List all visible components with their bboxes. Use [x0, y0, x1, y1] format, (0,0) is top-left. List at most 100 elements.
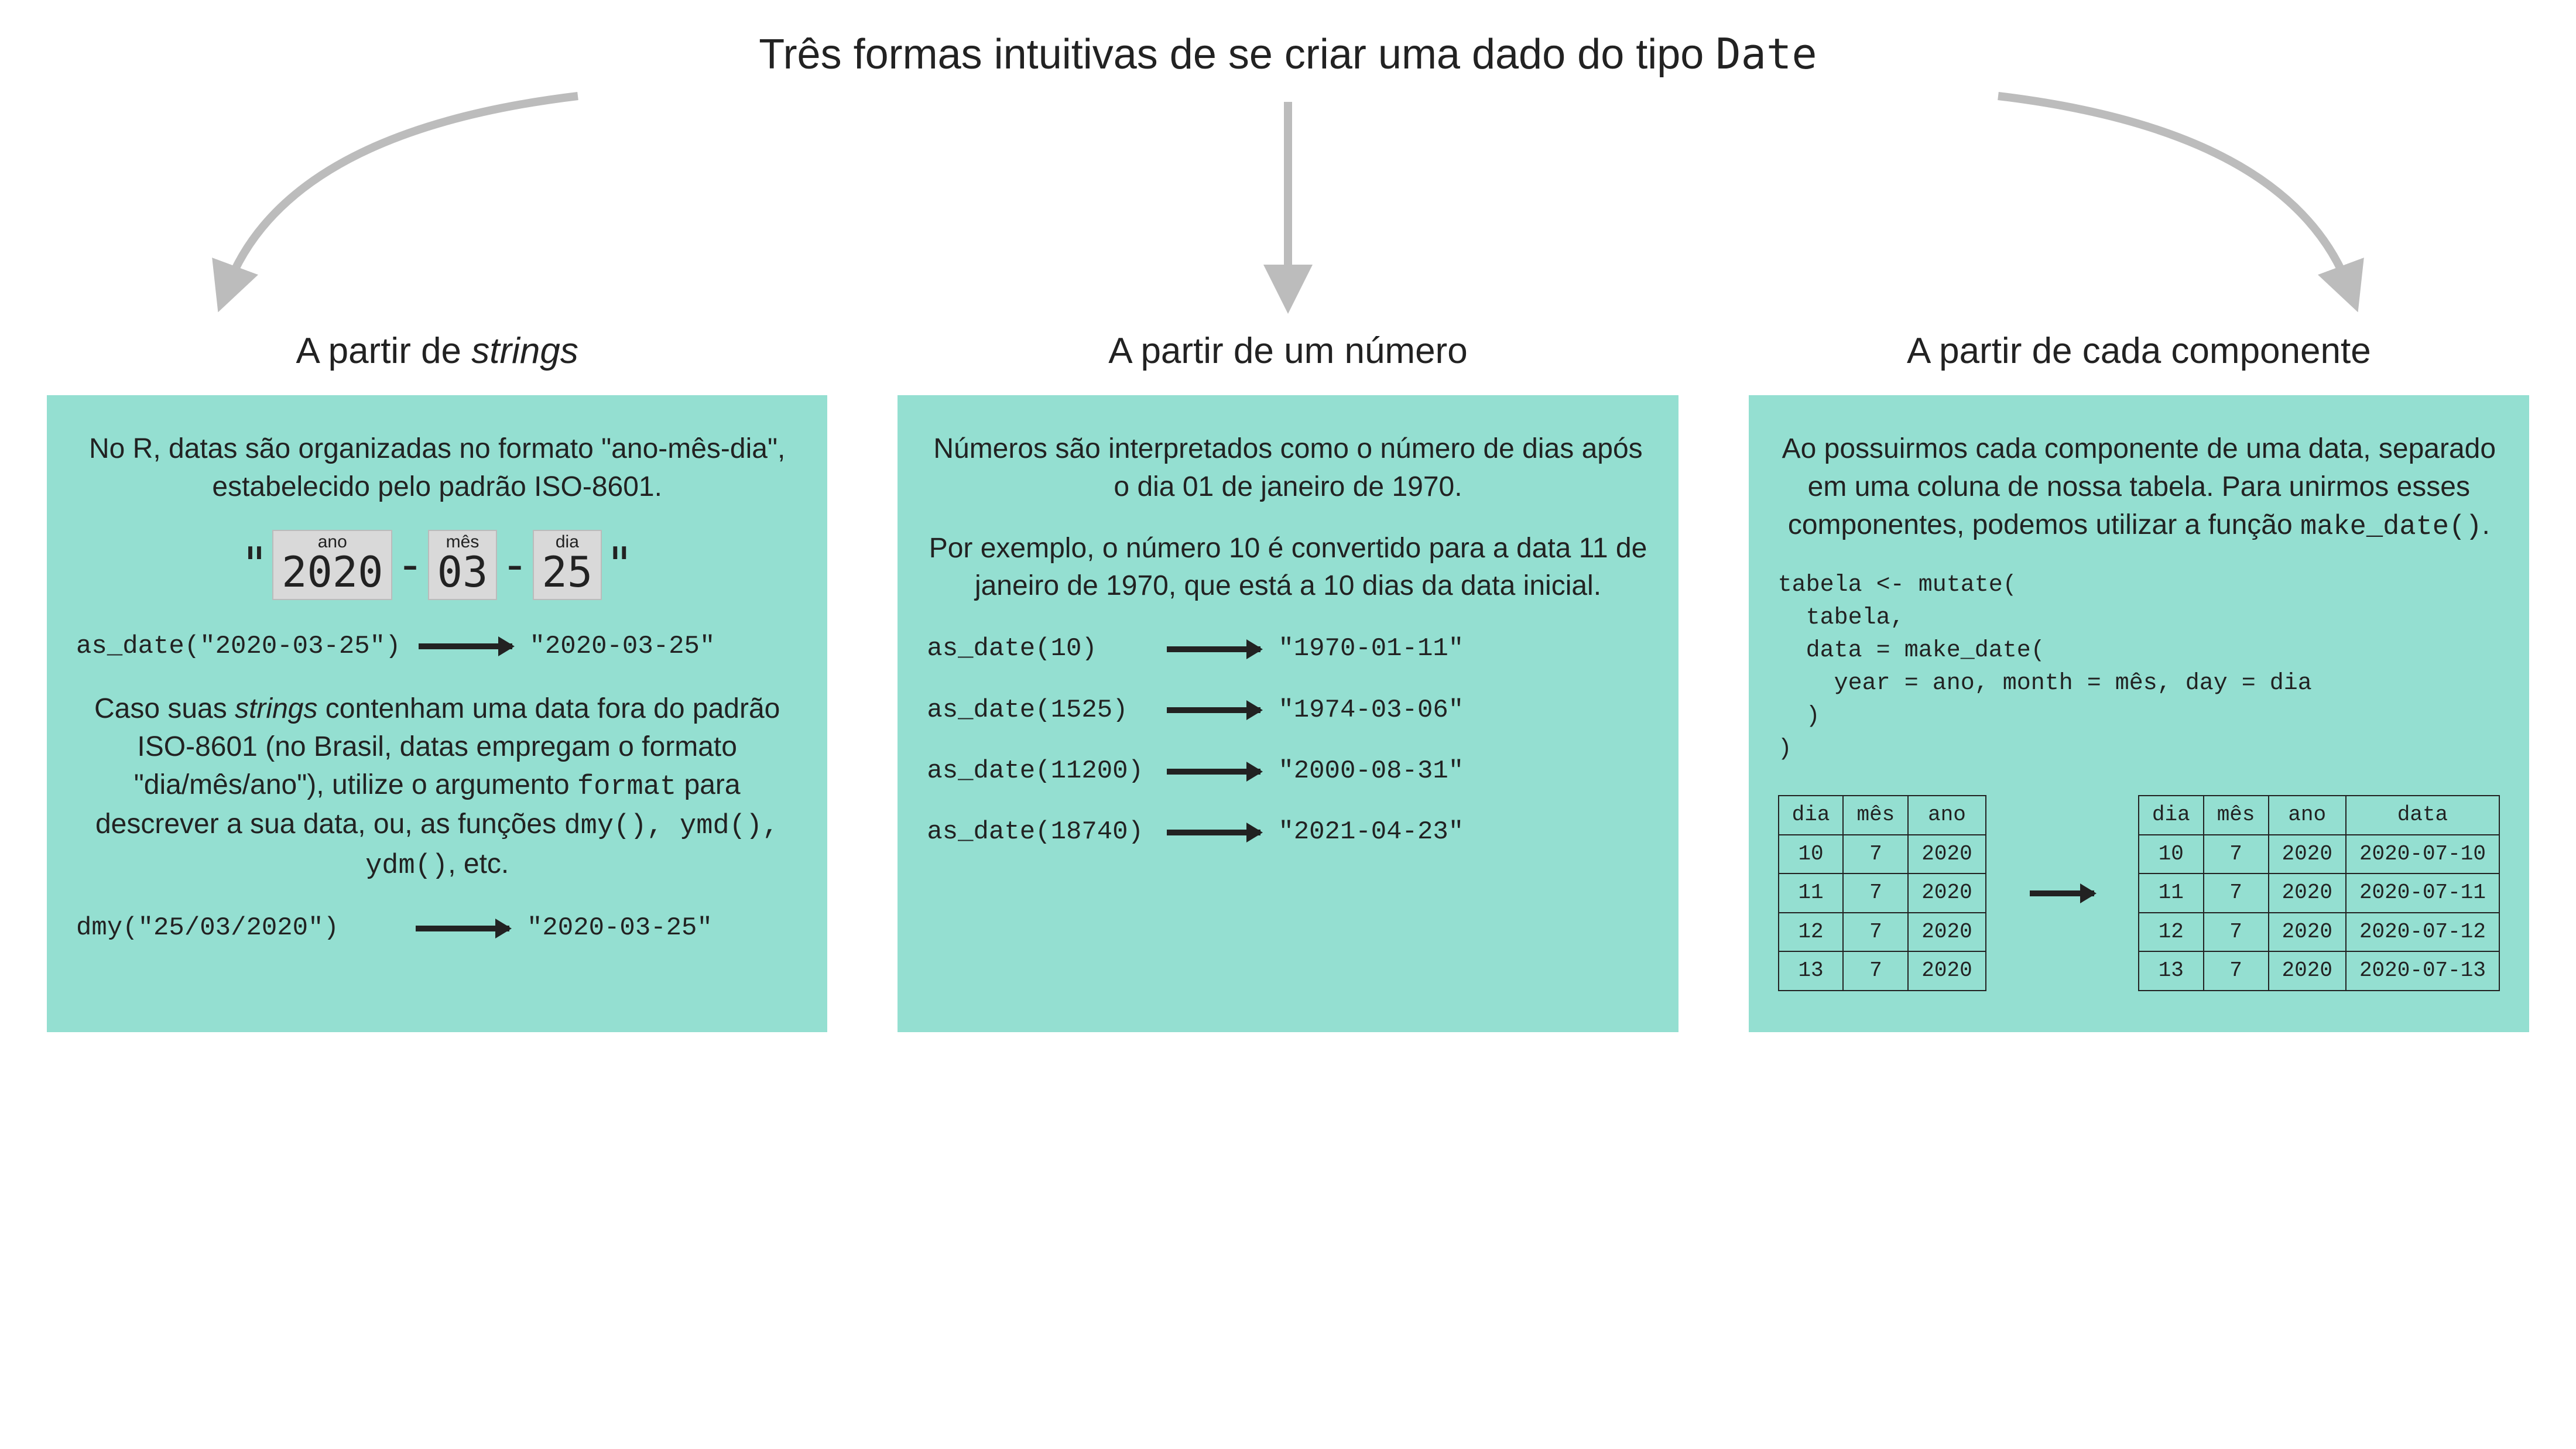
table-cell: 2020 — [1908, 951, 1985, 991]
table-header-cell: ano — [1908, 796, 1985, 835]
date-pill-month: mês 03 — [428, 530, 498, 600]
table-cell: 7 — [2204, 951, 2269, 991]
table-cell: 2020-07-13 — [2346, 951, 2499, 991]
subtitle-left-em: strings — [471, 331, 578, 371]
table-cell: 2020 — [2269, 835, 2346, 874]
p1-example-2: dmy("25/03/2020") "2020-03-25" — [76, 911, 798, 946]
p2-ex1-rhs: "1974-03-06" — [1278, 693, 1464, 728]
subtitle-number: A partir de um número — [898, 330, 1678, 372]
table-row: 1172020 — [1779, 873, 1986, 913]
table-row: 12720202020-07-12 — [2139, 913, 2499, 952]
p1-text2: Caso suas strings contenham uma data for… — [76, 690, 798, 885]
table-cell: 11 — [2139, 873, 2204, 913]
table-cell: 13 — [2139, 951, 2204, 991]
table-row: 11720202020-07-11 — [2139, 873, 2499, 913]
table-row: 1272020 — [1779, 913, 1986, 952]
table-row: 1072020 — [1779, 835, 1986, 874]
p1-ex1-rhs: "2020-03-25" — [530, 629, 715, 664]
table-header-cell: mês — [1843, 796, 1908, 835]
arrow-right-icon — [1167, 646, 1260, 652]
table-cell: 2020-07-12 — [2346, 913, 2499, 952]
table-cell: 2020-07-11 — [2346, 873, 2499, 913]
pill-value-day: 25 — [542, 551, 593, 593]
title-code: Date — [1715, 29, 1817, 78]
table-cell: 7 — [1843, 835, 1908, 874]
subtitles-row: A partir de strings A partir de um númer… — [47, 330, 2529, 372]
p2-text1: Números são interpretados como o número … — [927, 430, 1649, 506]
date-pill-year: ano 2020 — [272, 530, 392, 600]
quote-open: " — [241, 533, 269, 597]
p1-ex2-lhs: dmy("25/03/2020") — [76, 911, 398, 946]
table-header-cell: ano — [2269, 796, 2346, 835]
table-cell: 7 — [2204, 873, 2269, 913]
title-text: Três formas intuitivas de se criar uma d… — [759, 31, 1715, 78]
quote-close: " — [605, 533, 633, 597]
table-cell: 10 — [2139, 835, 2204, 874]
table-cell: 13 — [1779, 951, 1844, 991]
p2-ex2-rhs: "2000-08-31" — [1278, 754, 1464, 789]
p2-ex0-lhs: as_date(10) — [927, 632, 1149, 666]
p2-ex1-lhs: as_date(1525) — [927, 693, 1149, 728]
table-header-cell: dia — [1779, 796, 1844, 835]
p2-ex3-lhs: as_date(18740) — [927, 815, 1149, 849]
p2-example-3: as_date(18740) "2021-04-23" — [927, 815, 1649, 849]
p2-example-0: as_date(10) "1970-01-11" — [927, 632, 1649, 666]
subtitle-left-text: A partir de — [296, 331, 471, 371]
table-cell: 7 — [2204, 913, 2269, 952]
panel-components: Ao possuirmos cada componente de uma dat… — [1749, 395, 2529, 1032]
table-row: 10720202020-07-10 — [2139, 835, 2499, 874]
panels-row: No R, datas são organizadas no formato "… — [47, 395, 2529, 1032]
table-row: 13720202020-07-13 — [2139, 951, 2499, 991]
p2-ex2-lhs: as_date(11200) — [927, 754, 1149, 789]
top-arrows — [47, 96, 2529, 318]
arrow-left — [51, 96, 871, 307]
subtitle-strings: A partir de strings — [47, 330, 827, 372]
table-out: diamêsanodata10720202020-07-101172020202… — [2138, 795, 2500, 991]
p3-tables: diamêsano1072020117202012720201372020 di… — [1778, 795, 2500, 991]
p1-example-1: as_date("2020-03-25") "2020-03-25" — [76, 629, 798, 664]
date-sep-2: - — [501, 533, 529, 597]
arrow-center — [878, 96, 1698, 307]
page-title: Três formas intuitivas de se criar uma d… — [47, 29, 2529, 78]
table-cell: 7 — [1843, 873, 1908, 913]
table-header-cell: dia — [2139, 796, 2204, 835]
table-cell: 7 — [1843, 951, 1908, 991]
table-cell: 2020 — [2269, 913, 2346, 952]
arrow-right-icon — [1167, 769, 1260, 775]
arrow-right-icon — [1167, 830, 1260, 835]
table-cell: 12 — [1779, 913, 1844, 952]
pill-value-year: 2020 — [282, 551, 383, 593]
table-cell: 11 — [1779, 873, 1844, 913]
p2-example-2: as_date(11200) "2000-08-31" — [927, 754, 1649, 789]
panel-strings: No R, datas são organizadas no formato "… — [47, 395, 827, 1032]
table-cell: 2020 — [2269, 951, 2346, 991]
table-header-cell: mês — [2204, 796, 2269, 835]
table-cell: 10 — [1779, 835, 1844, 874]
table-cell: 2020 — [2269, 873, 2346, 913]
pill-value-month: 03 — [437, 551, 488, 593]
subtitle-components: A partir de cada componente — [1749, 330, 2529, 372]
table-cell: 7 — [1843, 913, 1908, 952]
table-cell: 2020-07-10 — [2346, 835, 2499, 874]
p1-ex2-rhs: "2020-03-25" — [527, 911, 712, 946]
p1-text1: No R, datas são organizadas no formato "… — [76, 430, 798, 506]
date-parts: " ano 2020 - mês 03 - dia 25 " — [76, 530, 798, 600]
arrow-right-icon — [2030, 890, 2094, 896]
p1-ex1-lhs: as_date("2020-03-25") — [76, 629, 401, 664]
p2-text2: Por exemplo, o número 10 é convertido pa… — [927, 530, 1649, 606]
table-header-cell: data — [2346, 796, 2499, 835]
arrow-right-icon — [419, 643, 512, 649]
arrow-right — [1705, 96, 2525, 307]
p3-codeblock: tabela <- mutate( tabela, data = make_da… — [1778, 569, 2500, 766]
date-sep-1: - — [396, 533, 424, 597]
table-cell: 2020 — [1908, 873, 1985, 913]
date-pill-day: dia 25 — [533, 530, 602, 600]
arrow-right-icon — [416, 926, 509, 931]
panel-number: Números são interpretados como o número … — [898, 395, 1678, 1032]
arrow-right-icon — [1167, 707, 1260, 713]
table-in: diamêsano1072020117202012720201372020 — [1778, 795, 1986, 991]
table-cell: 12 — [2139, 913, 2204, 952]
table-cell: 2020 — [1908, 913, 1985, 952]
p3-text1: Ao possuirmos cada componente de uma dat… — [1778, 430, 2500, 546]
p2-ex0-rhs: "1970-01-11" — [1278, 632, 1464, 666]
